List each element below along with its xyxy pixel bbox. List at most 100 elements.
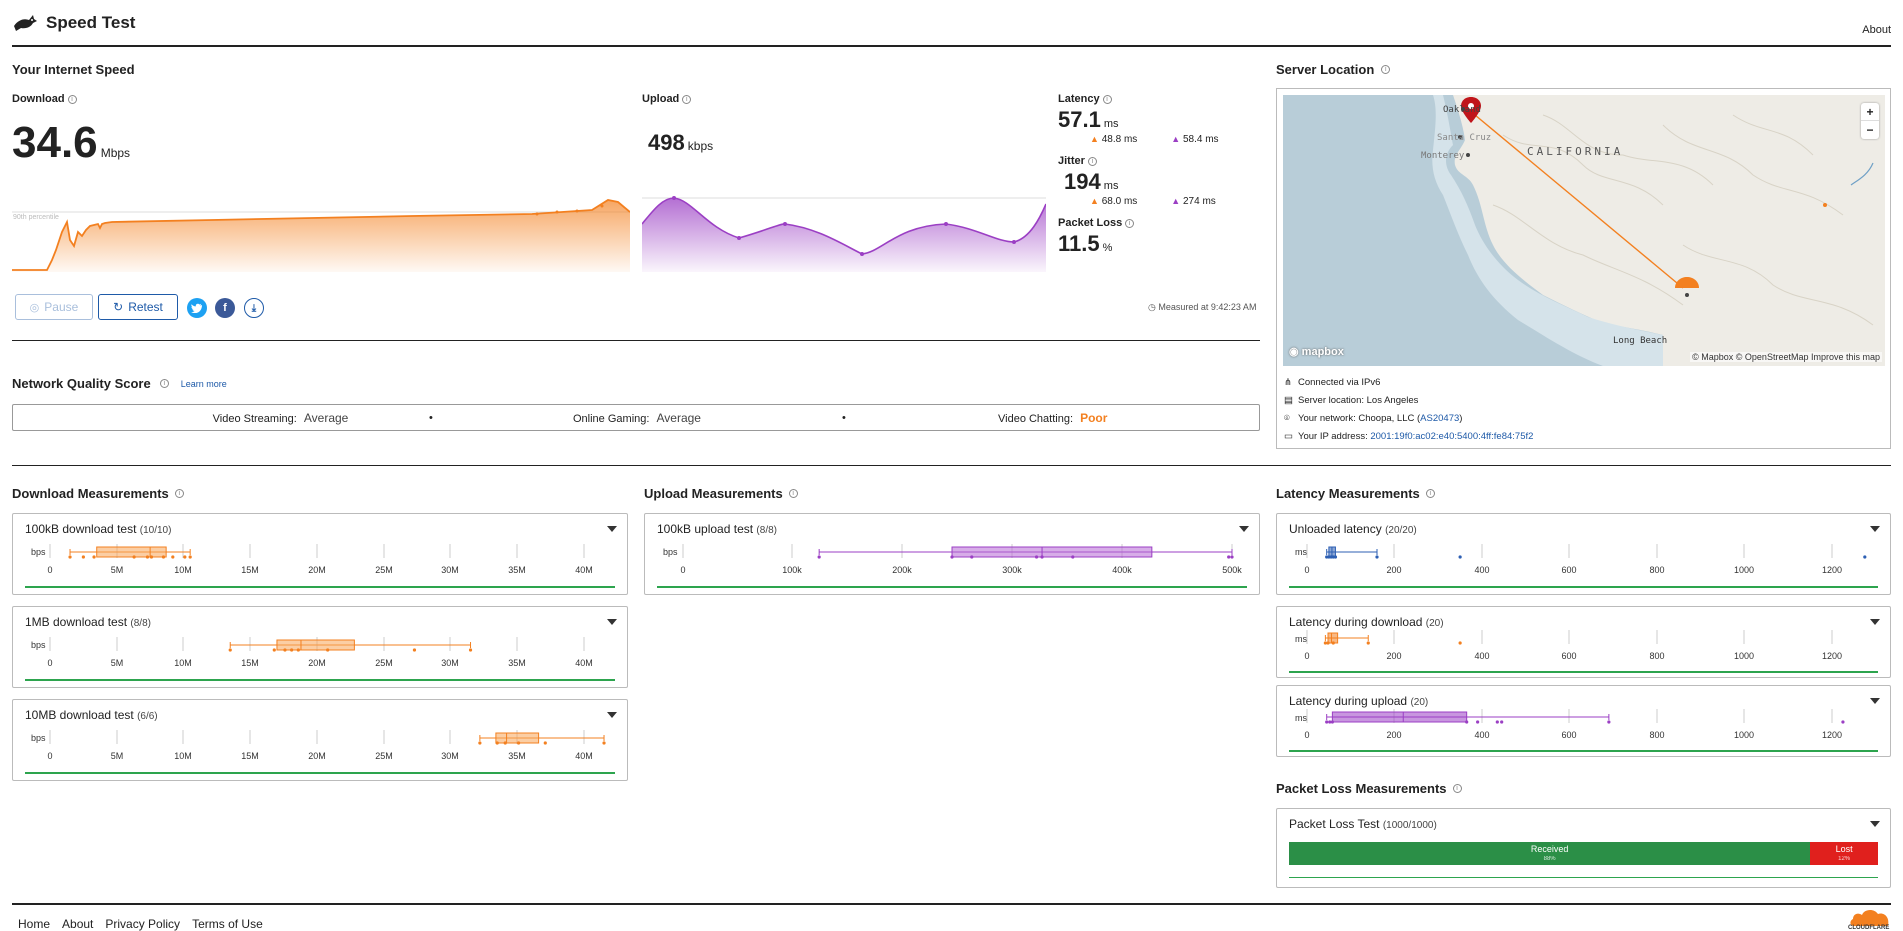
twitter-share-icon[interactable] bbox=[187, 298, 207, 318]
info-icon[interactable]: i bbox=[1452, 784, 1462, 793]
quality-item-chatting: Video Chatting: Poor bbox=[998, 411, 1107, 425]
measurement-card[interactable]: 100kB upload test (8/8) bps 0 100k 200k 300k 4… bbox=[644, 513, 1260, 595]
info-icon[interactable]: i bbox=[1425, 489, 1435, 498]
tick-label: 400k bbox=[1112, 565, 1132, 575]
footer-link-privacy[interactable]: Privacy Policy bbox=[105, 917, 181, 931]
info-icon[interactable]: i bbox=[174, 489, 184, 498]
axis-unit: bps bbox=[31, 733, 46, 743]
axis-unit: ms bbox=[1295, 713, 1307, 723]
latency-down: 48.8 ms bbox=[1101, 134, 1138, 145]
as-link[interactable]: AS20473 bbox=[1420, 413, 1460, 424]
quality-item-label: Video Streaming: bbox=[212, 412, 297, 425]
packet-loss-measurements-title: Packet Loss Measurements bbox=[1276, 781, 1447, 796]
about-link[interactable]: About bbox=[1862, 24, 1891, 36]
measurement-card[interactable]: Unloaded latency (20/20) ms 0 200 400 600 800 1… bbox=[1276, 513, 1891, 595]
measurement-card[interactable]: 100kB download test (10/10) bps 0 5M 10M 15M 2… bbox=[12, 513, 628, 595]
tick-label: 40M bbox=[575, 751, 593, 761]
status-line bbox=[25, 679, 615, 681]
upload-measurements-title: Upload Measurements bbox=[644, 486, 783, 501]
chevron-down-icon[interactable] bbox=[1870, 526, 1880, 532]
learn-more-link[interactable]: Learn more bbox=[180, 378, 227, 389]
packet-loss-card[interactable]: Packet Loss Test (1000/1000) Received 88… bbox=[1276, 808, 1891, 888]
info-icon[interactable]: i bbox=[1381, 65, 1391, 74]
data-point bbox=[970, 555, 974, 559]
box-plot bbox=[1306, 630, 1833, 645]
tick-label: 5M bbox=[110, 658, 124, 668]
download-speed-chart: 90th percentile bbox=[12, 199, 630, 272]
axis-unit: bps bbox=[663, 547, 678, 557]
map-label-monterey: Monterey bbox=[1421, 151, 1465, 161]
server-title: Server Location bbox=[1276, 62, 1375, 77]
measurement-card[interactable]: Latency during download (20) ms 0 200 400 600… bbox=[1276, 606, 1891, 678]
footer-link-terms[interactable]: Terms of Use bbox=[192, 917, 263, 931]
info-icon[interactable]: i bbox=[1102, 94, 1112, 104]
quality-item-label: Online Gaming: bbox=[573, 412, 650, 425]
server-card bbox=[1276, 88, 1891, 449]
chevron-down-icon[interactable] bbox=[1870, 698, 1880, 704]
info-icon[interactable]: i bbox=[67, 94, 77, 104]
ip-link[interactable]: 2001:19f0:ac02:e40:5400:4ff:fe84:75f2 bbox=[1370, 431, 1534, 442]
chevron-down-icon[interactable] bbox=[607, 526, 617, 532]
latency-label: Latency i bbox=[1058, 93, 1258, 105]
browser-icon: ▭ bbox=[1284, 431, 1293, 442]
measurement-card[interactable]: Latency during upload (20) ms 0 200 400 600 80… bbox=[1276, 685, 1891, 757]
ip-row: ▭ Your IP address: 2001:19f0:ac02:e40:540… bbox=[1284, 428, 1533, 446]
measurement-card[interactable]: 10MB download test (6/6) bps 0 5M 10M 15M 20M 2… bbox=[12, 699, 628, 781]
data-point bbox=[272, 648, 276, 652]
chevron-down-icon[interactable] bbox=[1870, 619, 1880, 625]
network-row: ⌾ Your network: Choopa, LLC (AS20473) bbox=[1284, 410, 1533, 428]
data-point bbox=[1500, 720, 1504, 724]
iqr-box bbox=[495, 732, 540, 744]
tick-label: 20M bbox=[308, 565, 326, 575]
packet-loss-value: 11.5 bbox=[1058, 231, 1100, 256]
tick-label: 0 bbox=[47, 751, 53, 761]
tick-label: 1000 bbox=[1733, 730, 1755, 740]
retest-button[interactable]: ↻ Retest bbox=[98, 294, 178, 320]
server-map[interactable]: Oakland Santa Cruz Monterey CALIFORNIA L… bbox=[1283, 95, 1885, 366]
tick-label: 1200 bbox=[1821, 565, 1843, 575]
tick-label: 200 bbox=[1386, 730, 1402, 740]
data-point bbox=[326, 648, 330, 652]
latency-summary: Latency i 57.1 ms ▲ 48.8 ms ▲ 58.4 ms Jit… bbox=[1058, 93, 1258, 257]
facebook-share-icon[interactable]: f bbox=[215, 298, 235, 318]
chevron-down-icon[interactable] bbox=[1870, 821, 1880, 827]
zoom-out-button[interactable]: − bbox=[1866, 123, 1874, 137]
tick-label: 0 bbox=[47, 658, 53, 668]
measurement-card[interactable]: 1MB download test (8/8) bps 0 5M 10M 15M 20M 25… bbox=[12, 606, 628, 688]
info-icon[interactable]: i bbox=[1125, 218, 1135, 228]
footer-link-home[interactable]: Home bbox=[18, 917, 51, 931]
footer-link-about[interactable]: About bbox=[62, 917, 94, 931]
latency-up: 58.4 ms bbox=[1182, 134, 1219, 145]
tick-label: 40M bbox=[575, 658, 593, 668]
speed-divider bbox=[12, 340, 1260, 341]
info-icon[interactable]: i bbox=[159, 379, 169, 388]
chevron-down-icon[interactable] bbox=[1239, 526, 1249, 532]
jitter-up: 274 ms bbox=[1182, 196, 1216, 207]
download-value-wrap: 34.6 Mbps bbox=[12, 118, 130, 168]
info-icon[interactable]: i bbox=[788, 489, 798, 498]
info-icon[interactable]: i bbox=[1087, 156, 1097, 166]
map-attribution[interactable]: © Mapbox © OpenStreetMap Improve this ma… bbox=[1690, 352, 1882, 362]
data-point bbox=[1331, 555, 1335, 559]
status-line bbox=[25, 586, 615, 588]
chevron-down-icon[interactable] bbox=[607, 712, 617, 718]
upload-arrow-icon: ▲ bbox=[1171, 134, 1181, 144]
zoom-in-button[interactable]: + bbox=[1861, 103, 1879, 121]
data-point bbox=[1476, 720, 1480, 724]
download-results-icon[interactable]: ⤓ bbox=[244, 298, 264, 318]
pause-button[interactable]: ◎ Pause bbox=[15, 294, 93, 320]
data-point bbox=[149, 555, 154, 559]
info-icon[interactable]: i bbox=[682, 94, 692, 104]
tick-label: 800 bbox=[1649, 565, 1665, 575]
server-info-list: ⋔ Connected via IPv6 ▤ Server location: Lo… bbox=[1284, 374, 1533, 446]
axis-unit: bps bbox=[31, 640, 46, 650]
tick-label: 25M bbox=[375, 751, 393, 761]
mapbox-logo: ◉ mapbox bbox=[1289, 346, 1344, 358]
data-point bbox=[1325, 555, 1329, 559]
tick-label: 1000 bbox=[1733, 651, 1755, 661]
tick-label: 400 bbox=[1474, 730, 1490, 740]
packet-loss-unit: % bbox=[1102, 242, 1113, 254]
chevron-down-icon[interactable] bbox=[607, 619, 617, 625]
server-location-row: ▤ Server location: Los Angeles bbox=[1284, 392, 1533, 410]
tick-label: 0 bbox=[680, 565, 686, 575]
